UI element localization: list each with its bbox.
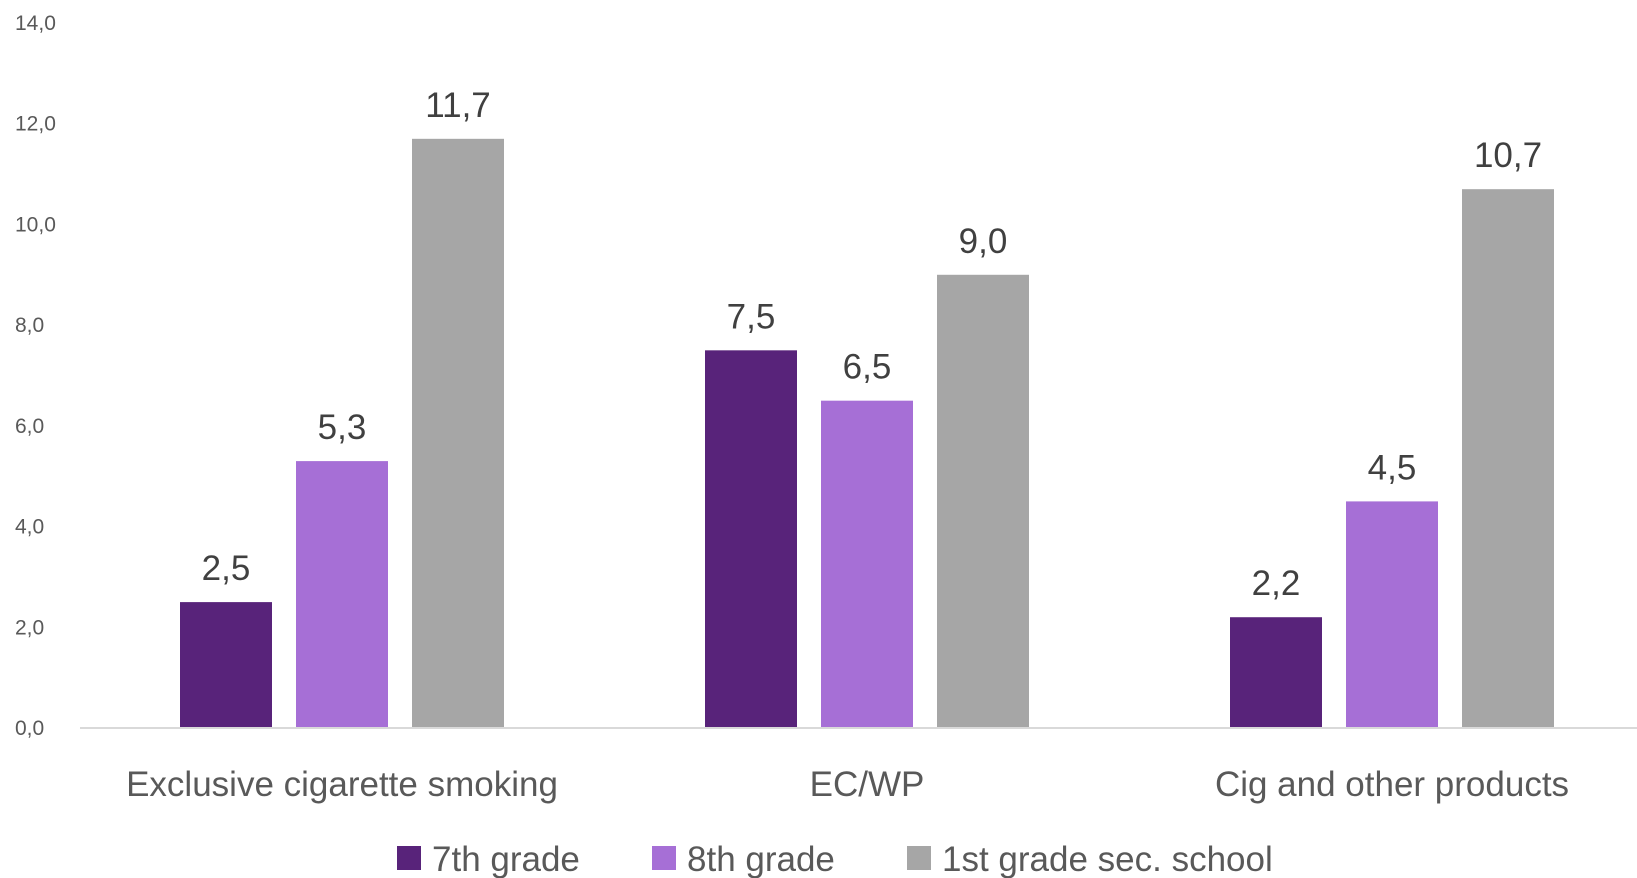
legend-label: 1st grade sec. school bbox=[942, 840, 1273, 878]
x-category-label: Exclusive cigarette smoking bbox=[126, 765, 558, 804]
legend-swatch bbox=[652, 846, 676, 870]
data-labels-group: 2,5 5,3 11,7 7,5 6,5 9,0 2,2 4,5 10,7 bbox=[202, 86, 1542, 603]
y-tick-label: 4,0 bbox=[15, 516, 44, 539]
bar bbox=[705, 350, 797, 728]
data-label: 4,5 bbox=[1368, 448, 1417, 487]
bar bbox=[180, 602, 272, 728]
x-category-label: Cig and other products bbox=[1215, 765, 1569, 804]
legend-label: 8th grade bbox=[687, 840, 835, 878]
legend-swatch bbox=[907, 846, 931, 870]
bar bbox=[1462, 189, 1554, 728]
bar bbox=[1230, 617, 1322, 728]
y-tick-label: 12,0 bbox=[15, 113, 56, 136]
bars-group bbox=[180, 138, 1554, 729]
y-tick-label: 2,0 bbox=[15, 616, 44, 639]
y-tick-label: 0,0 bbox=[15, 717, 44, 740]
legend-item: 1st grade sec. school bbox=[907, 840, 1273, 878]
legend-item: 7th grade bbox=[397, 840, 580, 878]
y-tick-label: 6,0 bbox=[15, 415, 44, 438]
data-label: 7,5 bbox=[727, 297, 776, 336]
data-label: 5,3 bbox=[318, 408, 367, 447]
bar bbox=[937, 274, 1029, 728]
bar bbox=[412, 138, 504, 729]
legend-swatch bbox=[397, 846, 421, 870]
x-axis-categories: Exclusive cigarette smoking EC/WP Cig and … bbox=[126, 765, 1569, 804]
y-tick-label: 14,0 bbox=[15, 12, 56, 35]
y-tick-label: 10,0 bbox=[15, 213, 56, 236]
data-label: 11,7 bbox=[425, 86, 491, 125]
legend: 7th grade 8th grade 1st grade sec. school bbox=[397, 840, 1273, 878]
bar bbox=[296, 461, 388, 728]
legend-item: 8th grade bbox=[652, 840, 835, 878]
data-label: 2,2 bbox=[1252, 564, 1301, 603]
x-category-label: EC/WP bbox=[810, 765, 925, 804]
y-tick-label: 8,0 bbox=[15, 314, 44, 337]
bar bbox=[1346, 501, 1438, 728]
legend-label: 7th grade bbox=[432, 840, 580, 878]
data-label: 6,5 bbox=[843, 348, 892, 387]
y-axis-ticks: 0,0 2,0 4,0 6,0 8,0 10,0 12,0 14,0 bbox=[15, 12, 56, 740]
bar bbox=[821, 400, 913, 728]
data-label: 2,5 bbox=[202, 549, 251, 588]
data-label: 10,7 bbox=[1474, 136, 1542, 175]
data-label: 9,0 bbox=[959, 222, 1008, 261]
